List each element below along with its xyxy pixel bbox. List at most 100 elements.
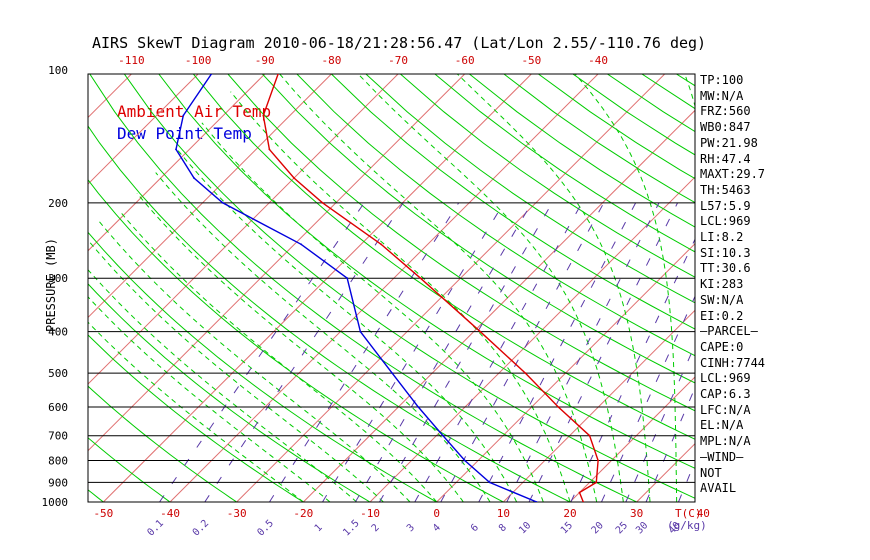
dew-point-temp-point [210,74,213,75]
dew-point-temp-point [488,481,491,484]
stability-index: TT:30.6 [700,261,751,276]
mixing-ratio-line [322,202,505,502]
moist-adiabat-line [88,321,304,502]
dry-adiabat-line [227,74,695,412]
dry-adiabat-line [88,231,437,502]
top-temperature-tick-label: -90 [255,54,275,67]
mixing-ratio-line [159,202,365,502]
ambient-air-temp-point [524,372,527,375]
moist-adiabat-line [176,149,518,502]
ambient-air-temp-point [557,406,560,408]
ambient-air-temp-point [293,177,295,179]
moist-adiabat-line [136,192,464,502]
pressure-tick-label: 700 [48,430,68,443]
stability-index: CAPE:0 [700,339,744,354]
ambient-air-temp-point [268,148,271,151]
pressure-tick-label: 900 [48,476,68,489]
mixing-ratio-tick-label: 0.2 [191,518,212,539]
stability-index: PW:21.98 [700,135,758,150]
mixing-ratio-tick-label: 4 [431,522,443,534]
isotherm-line [103,74,532,502]
dry-adiabat-line [503,74,695,204]
mixing-ratio-tick-label: 6 [469,522,481,534]
isotherm-line [436,242,695,502]
bottom-temperature-tick-label: -10 [360,507,380,520]
stability-index: —WIND— [700,449,744,464]
isotherm-line [236,74,666,502]
isotherm-line [88,74,332,319]
moist-adiabat-line [88,296,331,502]
mixing-ratio-tick-label: 2 [370,522,382,534]
pressure-tick-label: 1000 [42,496,69,509]
isotherm-line [569,376,695,502]
ambient-air-temp-point [321,201,324,204]
dry-adiabat-line [296,74,695,357]
stability-index: LFC:N/A [700,402,751,417]
stability-index: TH:5463 [700,182,751,197]
stability-index: CINH:7744 [700,355,766,370]
stability-index: LCL:969 [700,214,751,229]
ambient-air-temp-point [588,434,591,437]
dry-adiabat-line [88,385,237,502]
isotherm-line [88,74,266,252]
bottom-temperature-tick-label: -50 [93,507,113,520]
bottom-temperature-tick-label: -40 [160,507,180,520]
pressure-tick-label: 800 [48,455,68,468]
mixing-ratio-tick-label: 0.1 [145,518,166,539]
stability-index: RH:47.4 [700,151,751,166]
isotherm-line [303,109,695,502]
mixing-ratio-tick-label: 0.5 [255,518,276,539]
top-temperature-tick-label: -50 [521,54,541,67]
ambient-air-temp-point [578,491,581,494]
dew-point-temp-point [442,434,444,437]
mixing-ratio-line [354,202,533,502]
moist-adiabat-line [230,91,571,502]
plot-frame [87,73,696,503]
background-grid [88,74,695,502]
dew-point-temp-line [175,74,537,502]
stability-index: CAP:6.3 [700,387,751,401]
isotherm-line [369,176,695,502]
ambient-air-temp-point [597,459,599,462]
pressure-tick-label: 600 [48,401,68,414]
ambient-air-temp-line [262,74,599,502]
isotherm-line [88,74,466,452]
stability-index: EI:0.2 [700,308,744,323]
mixing-ratio-tick-label: 3 [405,522,417,534]
mixing-ratio-tick-label: 15 [559,520,575,536]
bottom-temperature-tick-label: -20 [293,507,313,520]
mixing-ratio-tick-label: 8 [497,522,509,534]
ambient-air-temp-point [419,277,422,280]
dew-point-temp-point [182,114,185,117]
dew-point-temp-point [391,372,394,375]
moist-adiabat-line [155,172,491,502]
dry-adiabat-line [123,74,695,499]
mixing-ratio-line [379,202,553,502]
moist-adiabat-line [120,211,438,502]
mixing-ratio-line [440,202,605,502]
ambient-air-temp-point [479,330,482,333]
stability-index: AVAIL [700,481,737,496]
bottom-temperature-tick-label: 30 [630,507,643,520]
dry-adiabat-line [365,74,695,304]
moist-adiabat-line [456,74,651,502]
moist-adiabat-line [88,268,358,502]
pressure-tick-label: 200 [48,197,68,210]
mixing-ratio-tick-label: 25 [614,520,630,536]
dew-point-temp-point [221,201,224,204]
ambient-air-temp-point [262,114,265,117]
pressure-tick-label: 400 [48,326,68,339]
stability-index: TP:100 [700,73,744,87]
dry-adiabat-line [88,334,304,502]
ambient-air-temp-point [595,481,598,484]
bottom-temperature-tick-label: 10 [497,507,510,520]
dry-adiabat-line [469,74,695,228]
dry-adiabat-line [88,437,171,502]
top-temperature-tick-label: -60 [455,54,475,67]
bottom-temperature-tick-label: 0 [433,507,440,520]
mixing-ratio-tick-label: 20 [590,520,606,536]
pressure-tick-label: 500 [48,367,68,380]
isotherm-line [88,74,199,185]
top-temperature-tick-label: -100 [185,54,212,67]
